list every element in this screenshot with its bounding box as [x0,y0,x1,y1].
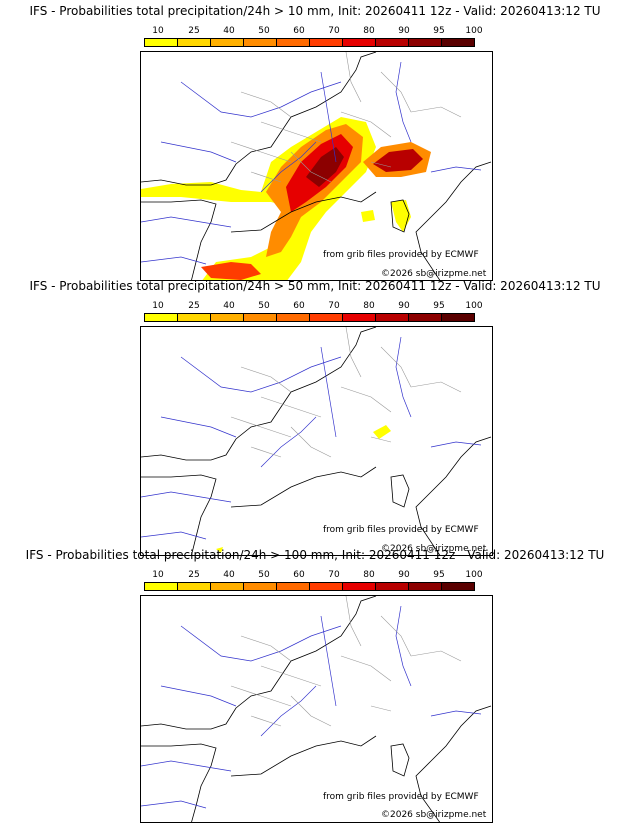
colorbar-swatch [145,39,178,46]
map-france-100mm: from grib files provided by ECMWF ©2026 … [140,595,493,823]
map-panel-10mm: IFS - Probabilities total precipitation/… [0,4,630,281]
colorbar-labels: 10 25 40 50 60 70 80 90 95 100 [140,26,490,38]
colorbar-label: 80 [363,26,375,36]
colorbar-label: 10 [152,570,164,580]
rivers [141,605,482,809]
colorbar-swatch [145,583,178,590]
colorbar [144,582,475,591]
colorbar-swatch [178,39,211,46]
colorbar [144,313,475,322]
colorbar-label: 40 [223,26,235,36]
map-svg [141,327,492,555]
precip-field [141,117,431,280]
map-france-10mm: from grib files provided by ECMWF ©2026 … [140,51,493,281]
map-france-50mm: from grib files provided by ECMWF ©2026 … [140,326,493,556]
coastlines [141,327,492,555]
colorbar-swatch [409,314,442,321]
credit-copyright: ©2026 sb@irizpme.net [381,269,487,279]
borders [230,327,462,458]
colorbar-label: 40 [223,570,235,580]
credit-source: from grib files provided by ECMWF [323,792,479,802]
colorbar-label: 25 [188,26,200,36]
colorbar-swatch [211,314,244,321]
colorbar-label: 60 [293,570,305,580]
borders [230,596,462,727]
panel-title: IFS - Probabilities total precipitation/… [29,4,601,18]
colorbar-label: 25 [188,301,200,311]
map-panel-50mm: IFS - Probabilities total precipitation/… [0,279,630,556]
colorbar-label: 90 [398,570,410,580]
colorbar-swatch [310,583,343,590]
colorbar-label: 50 [258,570,270,580]
coastlines [141,596,492,822]
colorbar-label: 25 [188,570,200,580]
colorbar-swatch [409,39,442,46]
colorbar-label: 70 [328,301,340,311]
credit-source: from grib files provided by ECMWF [323,525,479,535]
colorbar-swatch [211,583,244,590]
colorbar-label: 90 [398,26,410,36]
colorbar-label: 10 [152,301,164,311]
colorbar-swatch [244,39,277,46]
colorbar-label: 50 [258,301,270,311]
panel-title: IFS - Probabilities total precipitation/… [29,279,601,293]
colorbar-swatch [178,314,211,321]
colorbar-swatch [343,39,376,46]
rivers [141,336,482,540]
colorbar-swatch [442,39,474,46]
colorbar-swatch [310,314,343,321]
colorbar [144,38,475,47]
colorbar-label: 100 [465,570,483,580]
colorbar-labels: 10 25 40 50 60 70 80 90 95 100 [140,570,490,582]
colorbar-swatch [409,583,442,590]
colorbar-swatch [376,583,409,590]
colorbar-label: 100 [465,301,483,311]
colorbar-label: 70 [328,26,340,36]
colorbar-swatch [277,39,310,46]
rivers [141,61,482,265]
borders [230,52,462,183]
coastlines [141,52,492,280]
colorbar-swatch [442,583,474,590]
colorbar-label: 95 [433,570,445,580]
map-panel-100mm: IFS - Probabilities total precipitation/… [0,548,630,823]
colorbar-labels: 10 25 40 50 60 70 80 90 95 100 [140,301,490,313]
colorbar-swatch [277,583,310,590]
colorbar-label: 40 [223,301,235,311]
colorbar-swatch [376,314,409,321]
colorbar-swatch [343,583,376,590]
colorbar-label: 70 [328,570,340,580]
colorbar-swatch [244,314,277,321]
colorbar-label: 80 [363,301,375,311]
colorbar-swatch [442,314,474,321]
map-svg [141,596,492,822]
map-svg [141,52,492,280]
colorbar-swatch [145,314,178,321]
colorbar-label: 100 [465,26,483,36]
colorbar-swatch [343,314,376,321]
credit-source: from grib files provided by ECMWF [323,250,479,260]
precip-field [216,425,391,553]
colorbar-swatch [211,39,244,46]
colorbar-swatch [178,583,211,590]
colorbar-swatch [310,39,343,46]
colorbar-label: 95 [433,301,445,311]
colorbar-swatch [277,314,310,321]
colorbar-label: 50 [258,26,270,36]
colorbar-label: 60 [293,26,305,36]
colorbar-swatch [376,39,409,46]
colorbar-label: 10 [152,26,164,36]
colorbar-label: 95 [433,26,445,36]
colorbar-label: 90 [398,301,410,311]
credit-copyright: ©2026 sb@irizpme.net [381,544,487,554]
credit-copyright: ©2026 sb@irizpme.net [381,810,487,820]
colorbar-swatch [244,583,277,590]
colorbar-label: 80 [363,570,375,580]
colorbar-label: 60 [293,301,305,311]
panel-title: IFS - Probabilities total precipitation/… [25,548,605,562]
